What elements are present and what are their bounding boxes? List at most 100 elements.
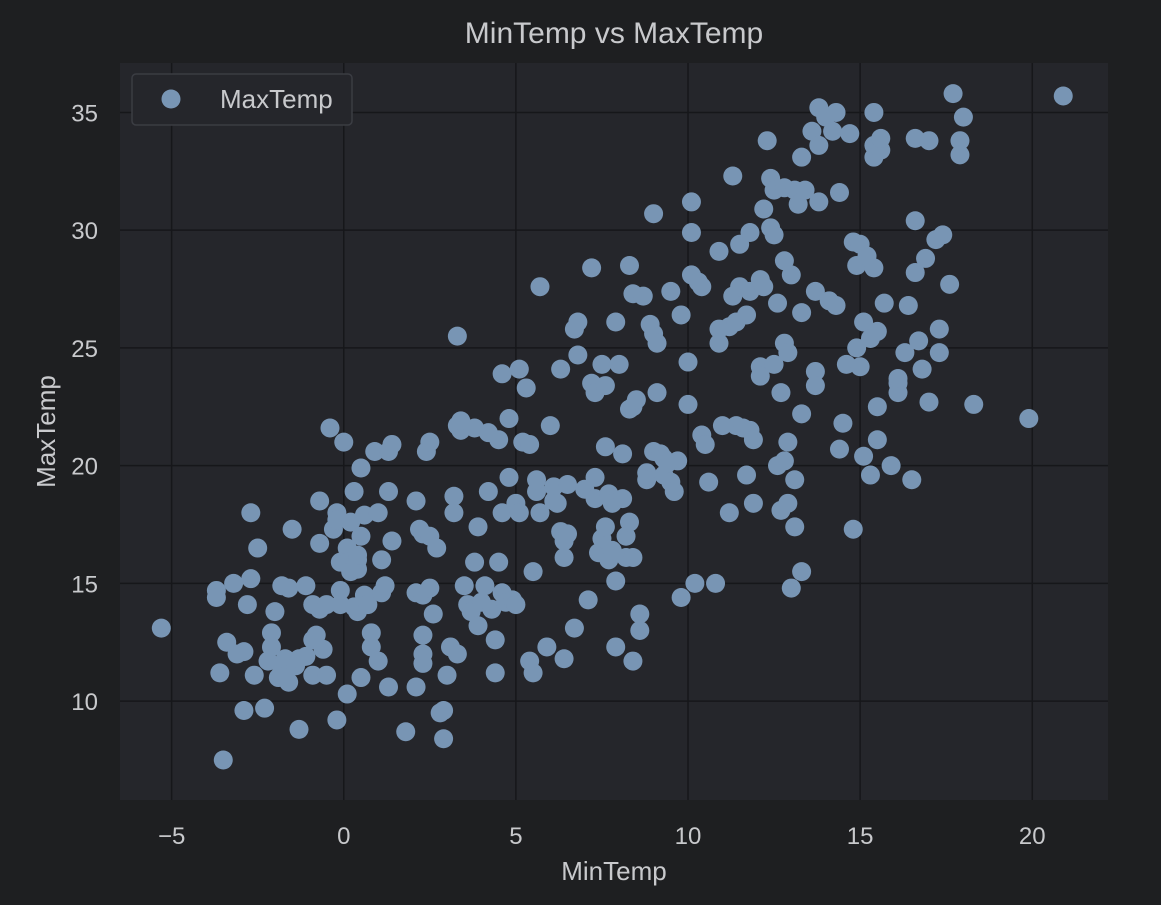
data-point <box>737 305 757 325</box>
data-point <box>564 618 584 638</box>
data-point <box>843 519 863 539</box>
data-point <box>950 131 970 151</box>
data-point <box>809 135 829 155</box>
data-point <box>792 303 812 323</box>
data-point <box>909 331 929 351</box>
data-point <box>864 258 884 278</box>
data-point <box>210 663 230 683</box>
data-point <box>509 359 529 379</box>
data-point <box>255 698 275 718</box>
y-tick-label: 20 <box>71 454 98 481</box>
y-tick-labels: 10 15 20 25 30 35 <box>71 100 98 716</box>
data-point <box>434 729 454 749</box>
y-tick-label: 30 <box>71 218 98 245</box>
data-point <box>826 102 846 122</box>
data-point <box>633 286 653 306</box>
data-point <box>685 573 705 593</box>
x-tick-label: 15 <box>847 823 874 850</box>
data-point <box>406 491 426 511</box>
data-point <box>823 121 843 141</box>
data-point <box>447 326 467 346</box>
data-point <box>750 366 770 386</box>
data-point <box>764 354 784 374</box>
data-point <box>764 225 784 245</box>
data-point <box>671 305 691 325</box>
data-point <box>447 644 467 664</box>
data-point <box>905 211 925 231</box>
data-point <box>523 663 543 683</box>
data-point <box>289 719 309 739</box>
data-point <box>619 255 639 275</box>
data-point <box>492 364 512 384</box>
data-point <box>740 223 760 243</box>
data-point <box>933 225 953 245</box>
data-point <box>895 343 915 363</box>
data-point <box>368 651 388 671</box>
data-point <box>351 668 371 688</box>
data-point <box>699 472 719 492</box>
data-point <box>465 552 485 572</box>
data-point <box>582 258 602 278</box>
data-point <box>609 354 629 374</box>
data-point <box>261 637 281 657</box>
data-point <box>898 296 918 316</box>
data-point <box>630 620 650 640</box>
data-point <box>905 263 925 283</box>
data-point <box>310 491 330 511</box>
data-point <box>595 376 615 396</box>
plot-area <box>120 63 1108 800</box>
data-point <box>754 199 774 219</box>
data-point <box>712 416 732 436</box>
data-point <box>757 131 777 151</box>
data-point <box>854 312 874 332</box>
data-point <box>241 569 261 589</box>
data-point <box>692 277 712 297</box>
data-point <box>530 503 550 523</box>
data-point <box>774 251 794 271</box>
data-point <box>829 439 849 459</box>
data-point <box>261 623 281 643</box>
x-tick-label: −5 <box>158 823 185 850</box>
data-point <box>833 413 853 433</box>
data-point <box>681 192 701 212</box>
data-point <box>929 343 949 363</box>
data-point <box>365 442 385 462</box>
data-point <box>595 517 615 537</box>
data-point <box>475 576 495 596</box>
data-point <box>792 404 812 424</box>
data-point <box>320 418 340 438</box>
data-point <box>375 576 395 596</box>
data-point <box>912 359 932 379</box>
data-points <box>151 84 1073 770</box>
data-point <box>940 274 960 294</box>
data-point <box>361 623 381 643</box>
data-point <box>671 588 691 608</box>
data-point <box>595 437 615 457</box>
data-point <box>509 503 529 523</box>
x-tick-label: 20 <box>1019 823 1046 850</box>
data-point <box>709 241 729 261</box>
data-point <box>351 458 371 478</box>
data-point <box>248 538 268 558</box>
data-point <box>706 573 726 593</box>
y-axis-label: MaxTemp <box>31 375 61 488</box>
data-point <box>578 590 598 610</box>
data-point <box>781 578 801 598</box>
data-point <box>206 588 226 608</box>
data-point <box>1053 86 1073 106</box>
data-point <box>516 378 536 398</box>
data-point <box>454 576 474 596</box>
data-point <box>867 430 887 450</box>
data-point <box>854 446 874 466</box>
data-point <box>434 701 454 721</box>
data-point <box>368 503 388 523</box>
data-point <box>950 145 970 165</box>
data-point <box>805 281 825 301</box>
data-point <box>860 465 880 485</box>
data-point <box>888 369 908 389</box>
x-tick-label: 0 <box>337 823 350 850</box>
data-point <box>554 649 574 669</box>
data-point <box>334 432 354 452</box>
data-point <box>413 625 433 645</box>
data-point <box>468 616 488 636</box>
